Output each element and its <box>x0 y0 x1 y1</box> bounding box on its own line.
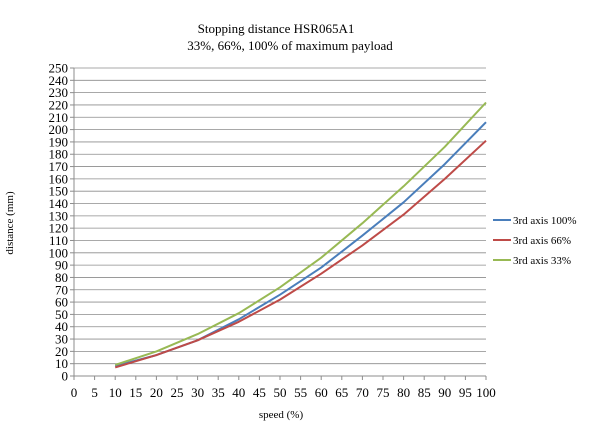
x-tick-label: 55 <box>294 385 307 400</box>
y-tick-label: 220 <box>49 97 69 112</box>
x-tick-label: 45 <box>253 385 266 400</box>
legend: 3rd axis 100% 3rd axis 66% 3rd axis 33% <box>493 215 577 267</box>
x-axis-ticks: 0 5 10 15 20 25 30 35 40 45 50 55 60 65 70 75 80 85 90 95 10… <box>71 376 496 400</box>
y-tick-label: 0 <box>62 369 69 384</box>
x-tick-label: 15 <box>129 385 142 400</box>
x-tick-label: 25 <box>171 385 184 400</box>
y-tick-label: 60 <box>55 295 68 310</box>
series-line-3 <box>114 101 487 366</box>
y-tick-label: 20 <box>55 344 68 359</box>
x-tick-label: 80 <box>397 385 410 400</box>
x-tick-label: 95 <box>459 385 472 400</box>
x-tick-label: 70 <box>356 385 369 400</box>
y-tick-label: 170 <box>49 159 69 174</box>
x-tick-label: 20 <box>150 385 163 400</box>
y-axis-ticks: 0102030405060708090100110120130140150160… <box>49 61 74 384</box>
x-tick-label: 75 <box>377 385 390 400</box>
x-tick-label: 50 <box>274 385 287 400</box>
y-tick-label: 80 <box>55 270 68 285</box>
y-tick-label: 250 <box>49 61 69 76</box>
y-tick-label: 50 <box>55 307 68 322</box>
y-tick-label: 120 <box>49 221 69 236</box>
y-tick-label: 10 <box>55 356 68 371</box>
y-tick-label: 140 <box>49 196 69 211</box>
gridlines <box>74 67 486 365</box>
series-line-1 <box>114 121 487 368</box>
series-lines <box>114 101 487 369</box>
x-tick-label: 10 <box>109 385 122 400</box>
x-tick-label: 5 <box>91 385 98 400</box>
y-tick-label: 70 <box>55 282 68 297</box>
chart-title: Stopping distance HSR065A1 <box>198 21 355 36</box>
y-tick-label: 200 <box>49 122 69 137</box>
x-axis-label: speed (%) <box>259 409 304 421</box>
y-tick-label: 180 <box>49 147 69 162</box>
x-tick-label: 30 <box>191 385 204 400</box>
y-tick-label: 210 <box>49 110 69 125</box>
x-tick-label: 40 <box>232 385 245 400</box>
x-tick-label: 100 <box>476 385 496 400</box>
legend-label: 3rd axis 66% <box>513 235 571 247</box>
y-tick-label: 130 <box>49 208 69 223</box>
legend-label: 3rd axis 100% <box>513 215 577 227</box>
y-axis-label: distance (mm) <box>4 191 16 255</box>
chart-subtitle: 33%, 66%, 100% of maximum payload <box>187 38 393 53</box>
x-tick-label: 90 <box>438 385 451 400</box>
x-tick-label: 85 <box>418 385 431 400</box>
x-tick-label: 60 <box>315 385 328 400</box>
y-tick-label: 190 <box>49 134 69 149</box>
y-tick-label: 100 <box>49 245 69 260</box>
y-tick-label: 30 <box>55 332 68 347</box>
legend-label: 3rd axis 33% <box>513 255 571 267</box>
y-tick-label: 230 <box>49 85 69 100</box>
series-line-2 <box>114 139 487 369</box>
x-tick-label: 65 <box>335 385 348 400</box>
y-tick-label: 40 <box>55 319 68 334</box>
x-tick-label: 35 <box>212 385 225 400</box>
y-tick-label: 110 <box>49 233 68 248</box>
y-tick-label: 150 <box>49 184 69 199</box>
y-tick-label: 240 <box>49 73 69 88</box>
y-tick-label: 90 <box>55 258 68 273</box>
y-tick-label: 160 <box>49 171 69 186</box>
x-tick-label: 0 <box>71 385 78 400</box>
